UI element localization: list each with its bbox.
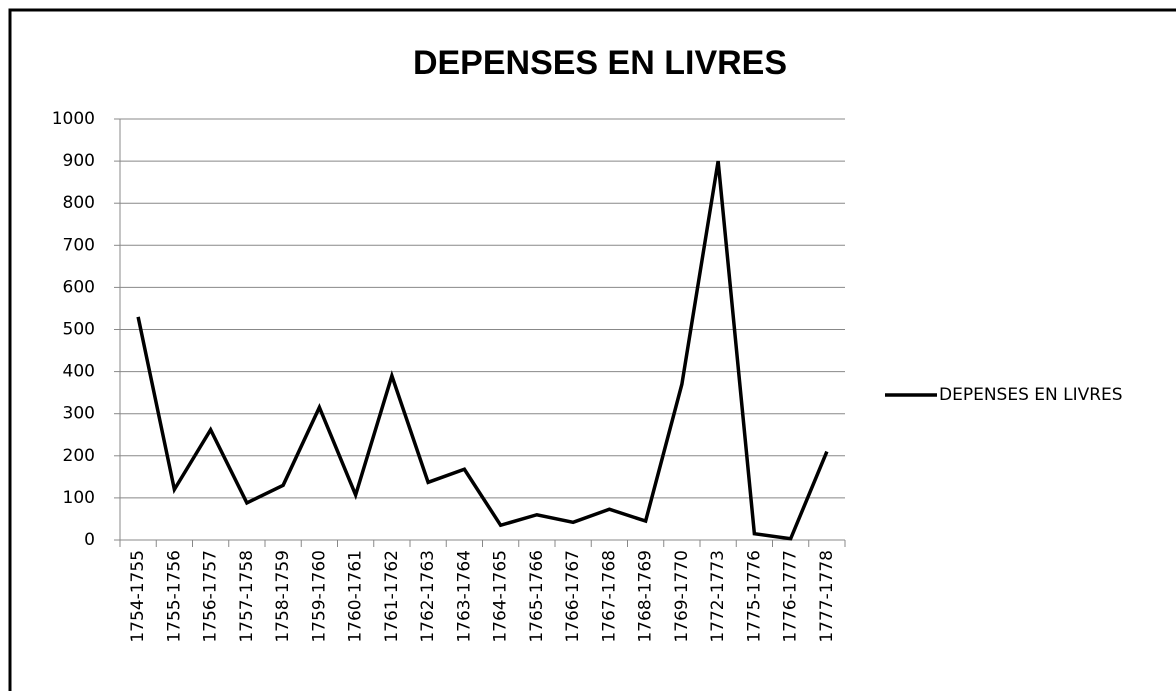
x-tick-label: 1754-1755 <box>128 550 148 643</box>
x-tick-label: 1776-1777 <box>781 550 801 643</box>
y-tick-label: 700 <box>63 235 95 255</box>
y-tick-label: 400 <box>63 362 95 382</box>
x-tick-label: 1775-1776 <box>744 550 764 643</box>
x-tick-label: 1761-1762 <box>382 550 402 643</box>
x-tick-label: 1764-1765 <box>491 550 511 643</box>
line-series <box>136 160 829 541</box>
x-tick-label: 1777-1778 <box>817 550 837 643</box>
chart-frame <box>8 8 1176 691</box>
x-tick-label: 1763-1764 <box>454 550 474 643</box>
x-tick-label: 1767-1768 <box>599 550 619 643</box>
y-tick-label: 500 <box>63 320 95 340</box>
y-tick-label: 900 <box>63 151 95 171</box>
legend-label: DEPENSES EN LIVRES <box>939 385 1123 405</box>
y-tick-label: 800 <box>63 193 95 213</box>
x-tick-label: 1756-1757 <box>201 550 221 643</box>
x-tick-label: 1772-1773 <box>708 550 728 643</box>
x-tick-label: 1768-1769 <box>636 550 656 643</box>
x-tick-label: 1757-1758 <box>237 550 257 643</box>
y-tick-label: 0 <box>84 530 95 550</box>
x-tick-label: 1755-1756 <box>164 550 184 643</box>
y-tick-label: 1000 <box>52 109 95 129</box>
x-tick-label: 1762-1763 <box>418 550 438 643</box>
chart-title: DEPENSES EN LIVRES <box>413 44 787 82</box>
y-tick-label: 300 <box>63 404 95 424</box>
x-tick-label: 1765-1766 <box>527 550 547 643</box>
y-tick-label: 200 <box>63 446 95 466</box>
x-tick-label: 1769-1770 <box>672 550 692 643</box>
y-tick-label: 100 <box>63 488 95 508</box>
x-tick-label: 1758-1759 <box>273 550 293 643</box>
x-tick-label: 1760-1761 <box>346 550 366 643</box>
y-tick-label: 600 <box>63 277 95 297</box>
x-tick-label: 1766-1767 <box>563 550 583 643</box>
x-tick-label: 1759-1760 <box>309 550 329 643</box>
